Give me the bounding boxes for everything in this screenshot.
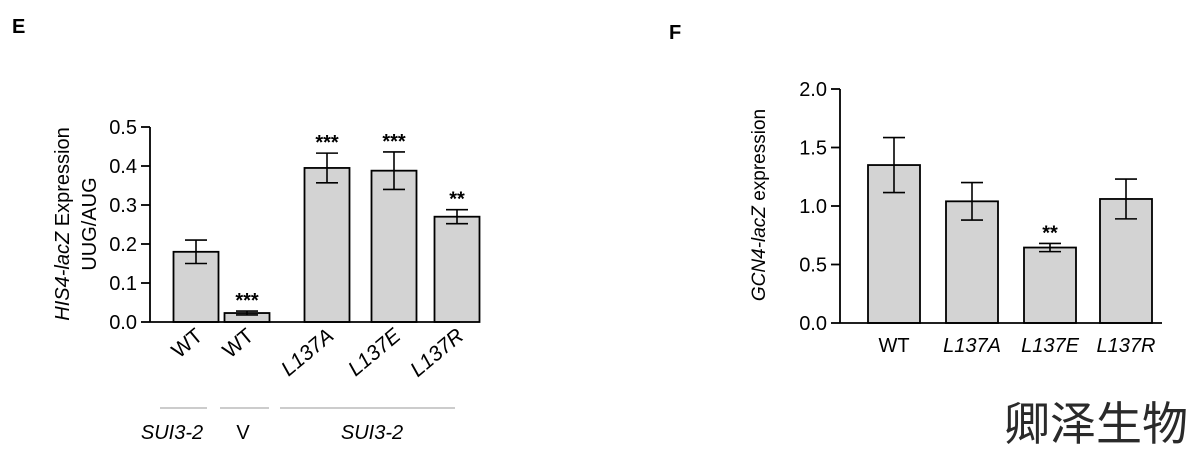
watermark-text: 卿泽生物	[1004, 397, 1188, 450]
panel-f: F GCN4-lacZ expression 0.0 0.5 1.0 1.5 2.0 *…	[669, 22, 1162, 357]
panel-f-letter: F	[669, 22, 681, 44]
f-xtick-label: L137E	[1021, 335, 1079, 357]
panel-e-bars: ****** *****	[172, 131, 481, 323]
e-bar	[433, 215, 481, 323]
f-ytick-label: 1.0	[799, 196, 827, 218]
e-xtick-label: WT	[218, 324, 258, 363]
e-ytick-label: 0.4	[109, 156, 137, 178]
e-ytick-label: 0.5	[109, 117, 137, 139]
e-significance-mark: ***	[235, 290, 259, 312]
f-ytick-label: 0.0	[799, 313, 827, 335]
f-xtick-label: L137R	[1097, 335, 1156, 357]
f-ytick-label: 0.5	[799, 255, 827, 277]
panel-e-ylabel: HIS4-lacZ Expression	[52, 127, 74, 320]
e-ytick-label: 0.2	[109, 234, 137, 256]
f-bar	[1023, 246, 1077, 324]
e-bar	[303, 167, 351, 323]
e-bar	[370, 169, 418, 323]
f-bar	[945, 200, 999, 324]
e-ytick-label: 0.3	[109, 195, 137, 217]
f-ytick-label: 1.5	[799, 138, 827, 160]
group-label-sui3-2-left: SUI3-2	[141, 422, 203, 444]
f-significance-mark: **	[1042, 222, 1058, 244]
group-label-sui3-2-right: SUI3-2	[341, 422, 403, 444]
e-ytick-label: 0.0	[109, 312, 137, 334]
panel-f-ylabel: GCN4-lacZ expression	[749, 109, 770, 301]
panel-e-ylabel-rest: Expression	[52, 127, 74, 232]
e-ytick-label: 0.1	[109, 273, 137, 295]
e-xtick-label: WT	[167, 324, 207, 363]
panel-f-bars: **	[867, 136, 1153, 324]
panel-e: E HIS4-lacZ Expression UUG/AUG 0.0 0.1 0.2…	[12, 16, 481, 444]
panel-e-ylabel-italic: HIS4-lacZ	[52, 231, 74, 321]
panel-f-y-ticks: 0.0 0.5 1.0 1.5 2.0	[799, 79, 840, 335]
panel-f-x-labels: WT L137A L137E L137R	[878, 335, 1155, 357]
panel-e-ylabel-line2: UUG/AUG	[79, 177, 101, 270]
f-ytick-label: 2.0	[799, 79, 827, 101]
panel-e-x-labels: WT WT L137A L137E L137R	[167, 324, 468, 382]
e-xtick-label: L137A	[277, 324, 338, 381]
e-significance-mark: ***	[382, 131, 406, 153]
panel-f-ylabel-italic: GCN4-lacZ	[749, 205, 770, 301]
e-significance-mark: **	[449, 189, 465, 211]
group-label-v: V	[236, 422, 250, 444]
e-xtick-label: L137E	[344, 324, 406, 381]
f-xtick-label: WT	[878, 335, 909, 357]
e-significance-mark: ***	[315, 132, 339, 154]
panel-f-ylabel-rest: expression	[749, 109, 770, 206]
panel-e-y-ticks: 0.0 0.1 0.2 0.3 0.4 0.5	[109, 117, 150, 334]
panel-e-letter: E	[12, 16, 25, 38]
f-xtick-label: L137A	[943, 335, 1001, 357]
e-xtick-label: L137R	[406, 324, 468, 381]
panel-e-groups: SUI3-2 V SUI3-2	[141, 407, 455, 444]
